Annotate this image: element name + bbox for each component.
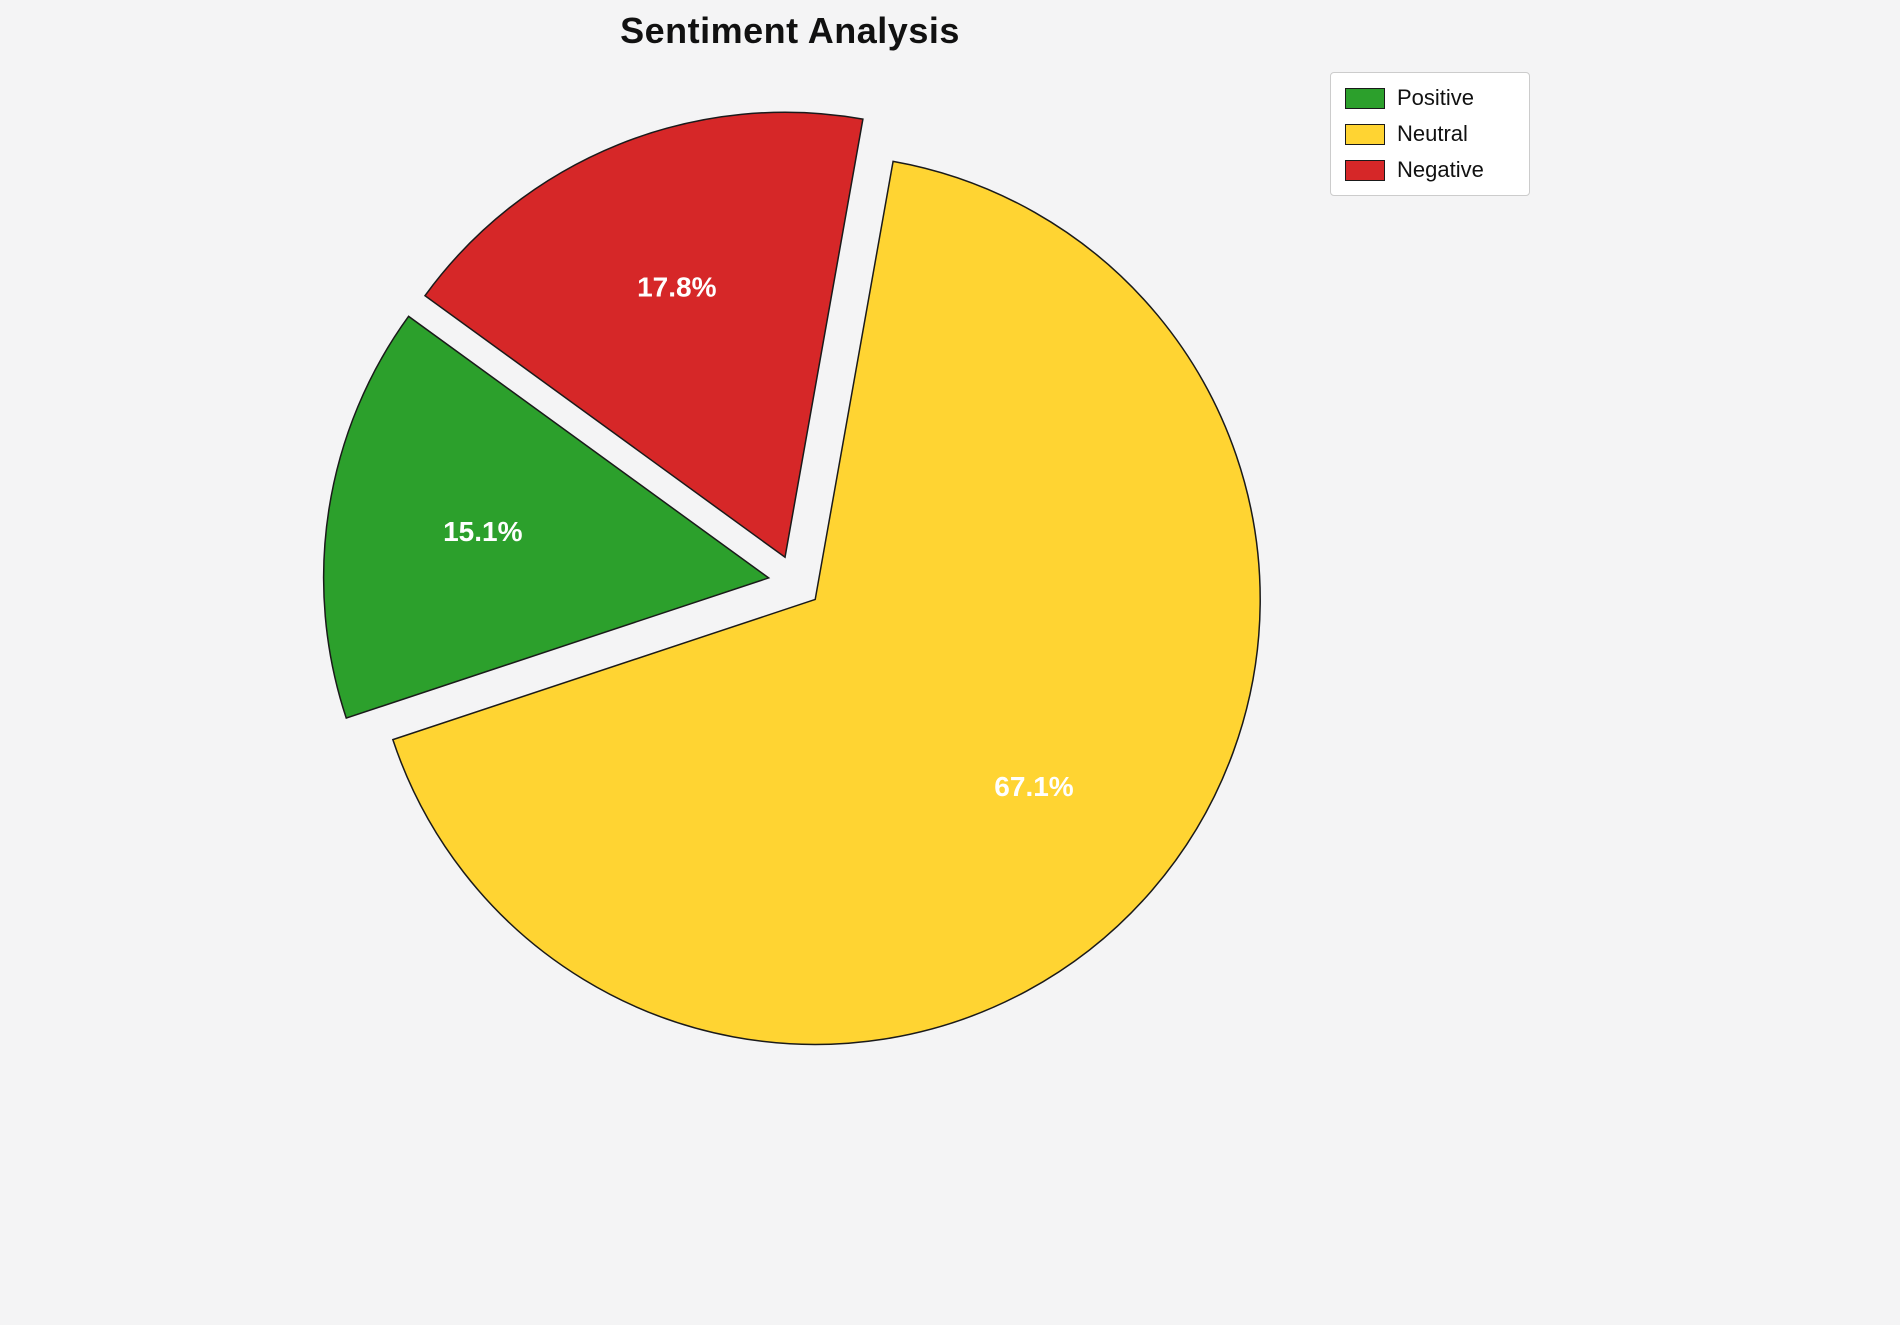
legend-item-positive: Positive: [1345, 85, 1515, 111]
legend-swatch-positive: [1345, 87, 1385, 109]
pie-label-positive: 15.1%: [443, 516, 522, 547]
pie-slice-positive: [322, 315, 771, 720]
legend-swatch-negative: [1345, 159, 1385, 181]
legend-item-negative: Negative: [1345, 157, 1515, 183]
legend-item-neutral: Neutral: [1345, 121, 1515, 147]
pie-label-neutral: 67.1%: [994, 771, 1073, 802]
legend-label-positive: Positive: [1397, 85, 1475, 110]
pie-slice-negative: [423, 111, 864, 559]
chart-title: Sentiment Analysis: [620, 10, 960, 51]
legend-swatch-neutral: [1345, 123, 1385, 145]
legend-label-negative: Negative: [1397, 157, 1484, 182]
legend-label-neutral: Neutral: [1397, 121, 1468, 146]
pie-label-negative: 17.8%: [637, 271, 716, 302]
legend: Positive Neutral Negative: [1330, 72, 1530, 196]
pie-slice-neutral: [391, 160, 1261, 1046]
